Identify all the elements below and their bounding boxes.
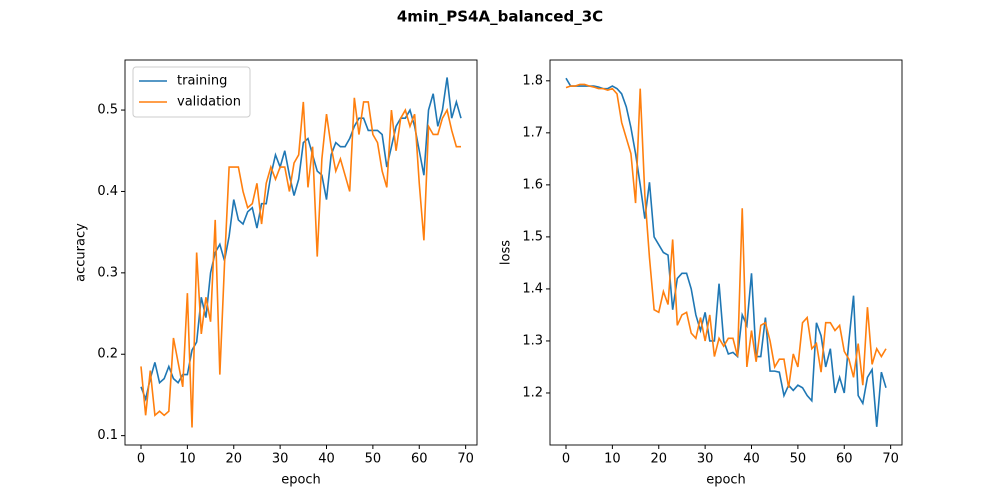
x-axis-label: epoch <box>281 473 321 488</box>
x-tick-label: 10 <box>604 452 621 467</box>
x-tick-label: 70 <box>457 452 474 467</box>
x-tick-label: 30 <box>697 452 714 467</box>
y-tick-label: 1.5 <box>522 229 543 244</box>
x-tick-label: 20 <box>225 452 242 467</box>
legend-frame <box>132 66 251 118</box>
y-tick-label: 0.1 <box>97 428 118 443</box>
legend-label: training <box>177 74 227 89</box>
x-tick-label: 0 <box>562 452 570 467</box>
x-tick-label: 60 <box>836 452 853 467</box>
data-line <box>565 77 887 427</box>
y-tick-label: 0.3 <box>97 265 118 280</box>
x-tick-label: 40 <box>743 452 760 467</box>
y-tick-label: 1.8 <box>522 73 543 88</box>
x-axis-label: epoch <box>706 473 746 488</box>
legend: training validation <box>132 66 251 118</box>
x-tick-label: 10 <box>179 452 196 467</box>
y-tick-label: 1.4 <box>522 281 543 296</box>
y-tick-label: 0.2 <box>97 347 118 362</box>
data-line <box>565 83 887 388</box>
y-tick-label: 1.2 <box>522 385 543 400</box>
y-tick-label: 0.5 <box>97 103 118 118</box>
y-tick-label: 1.3 <box>522 333 543 348</box>
x-tick-label: 60 <box>411 452 428 467</box>
figure-title: 4min_PS4A_balanced_3C <box>397 8 603 26</box>
y-tick-label: 0.4 <box>97 184 118 199</box>
y-tick-label: 1.7 <box>522 125 543 140</box>
data-line <box>140 97 461 428</box>
x-tick-label: 40 <box>318 452 335 467</box>
x-tick-label: 30 <box>272 452 289 467</box>
x-tick-label: 50 <box>790 452 807 467</box>
x-tick-label: 70 <box>882 452 899 467</box>
axes-frame <box>549 59 903 446</box>
x-tick-label: 0 <box>137 452 145 467</box>
y-axis-label: accuracy <box>74 223 89 282</box>
axes-frame <box>124 59 478 446</box>
y-axis-label: loss <box>499 240 514 265</box>
legend-label: validation <box>177 95 241 110</box>
y-tick-label: 1.6 <box>522 177 543 192</box>
x-tick-label: 20 <box>650 452 667 467</box>
x-tick-label: 50 <box>365 452 382 467</box>
